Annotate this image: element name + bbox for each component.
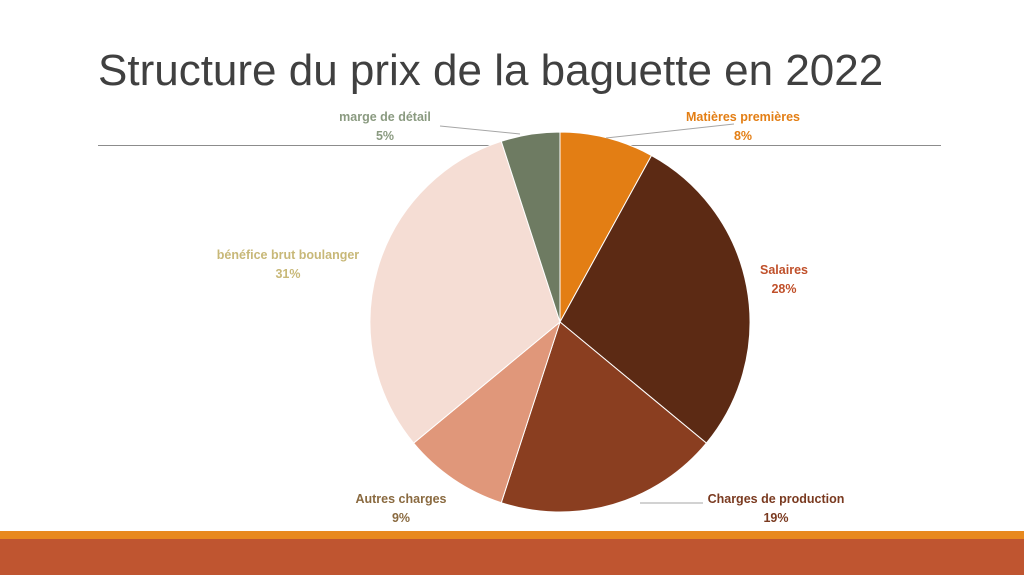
slice-value-label: 31% <box>275 267 300 281</box>
pie-slice <box>500 131 561 323</box>
slice-label: Matières premières <box>686 110 800 124</box>
slice-value-label: 8% <box>734 129 752 143</box>
pie-slice <box>559 154 751 444</box>
footer-band-thin <box>0 531 1024 539</box>
leader-line <box>605 123 735 139</box>
slice-label: marge de détail <box>339 110 431 124</box>
slice-value-label: 5% <box>376 129 394 143</box>
slice-value-label: 28% <box>771 282 796 296</box>
leader-line <box>439 125 521 135</box>
pie-slice <box>412 320 562 504</box>
slice-label: Charges de production <box>708 492 845 506</box>
slice-value-label: 9% <box>392 511 410 525</box>
slice-value-label: 19% <box>763 511 788 525</box>
pie-slice <box>500 321 708 513</box>
slice-label: bénéfice brut boulanger <box>217 248 360 262</box>
pie-slice <box>369 140 561 444</box>
slice-label: Salaires <box>760 263 808 277</box>
slide-title: Structure du prix de la baguette en 2022 <box>98 46 884 95</box>
slice-label: Autres charges <box>355 492 446 506</box>
pie-chart: Matières premières 8% Salaires 28% Charges d… <box>217 110 845 525</box>
footer-band-thick <box>0 539 1024 575</box>
